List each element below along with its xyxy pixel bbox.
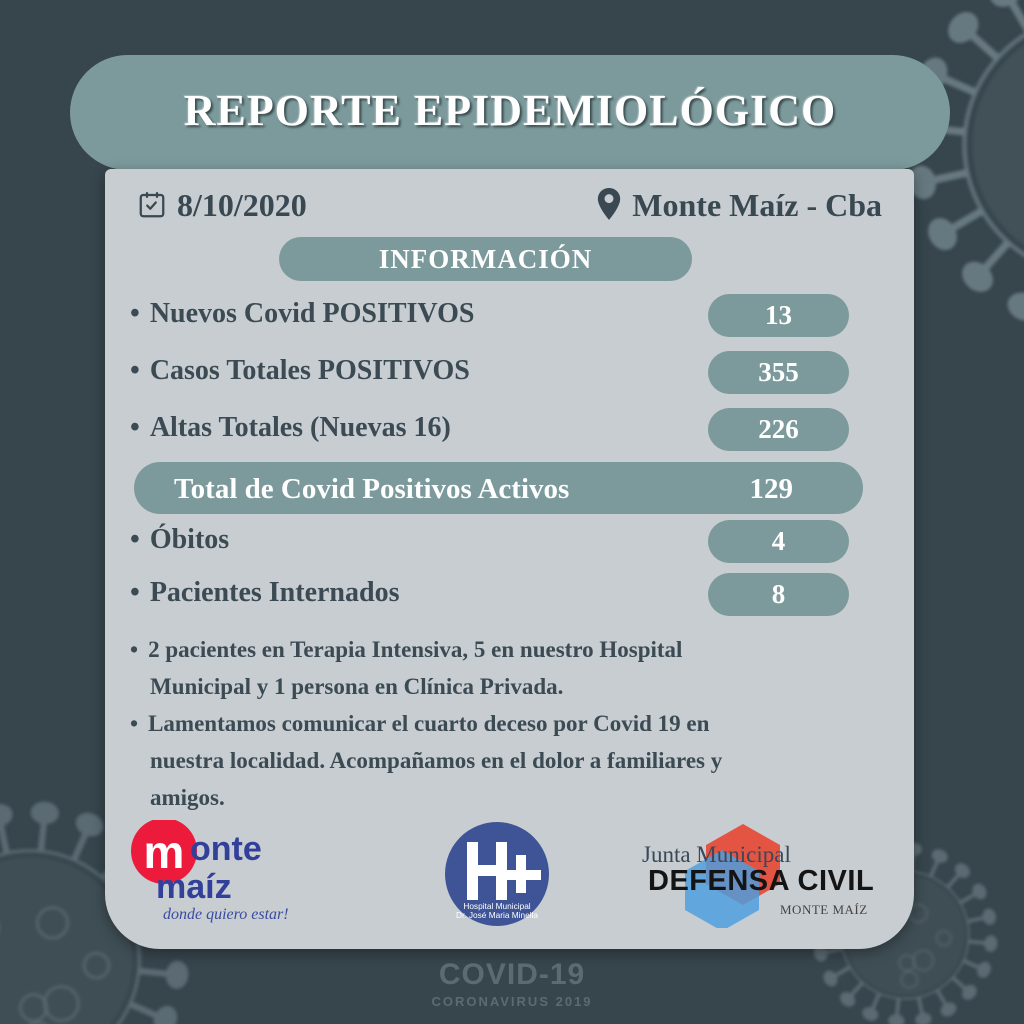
svg-text:Dr. José Maria Minella: Dr. José Maria Minella [456,910,538,920]
svg-text:DEFENSA CIVIL: DEFENSA CIVIL [648,865,874,897]
svg-text:onte: onte [190,830,262,868]
svg-text:donde quiero estar!: donde quiero estar! [163,906,289,923]
svg-text:maíz: maíz [156,868,232,906]
svg-text:Junta Municipal: Junta Municipal [642,842,791,867]
svg-text:MONTE MAÍZ: MONTE MAÍZ [780,902,868,917]
